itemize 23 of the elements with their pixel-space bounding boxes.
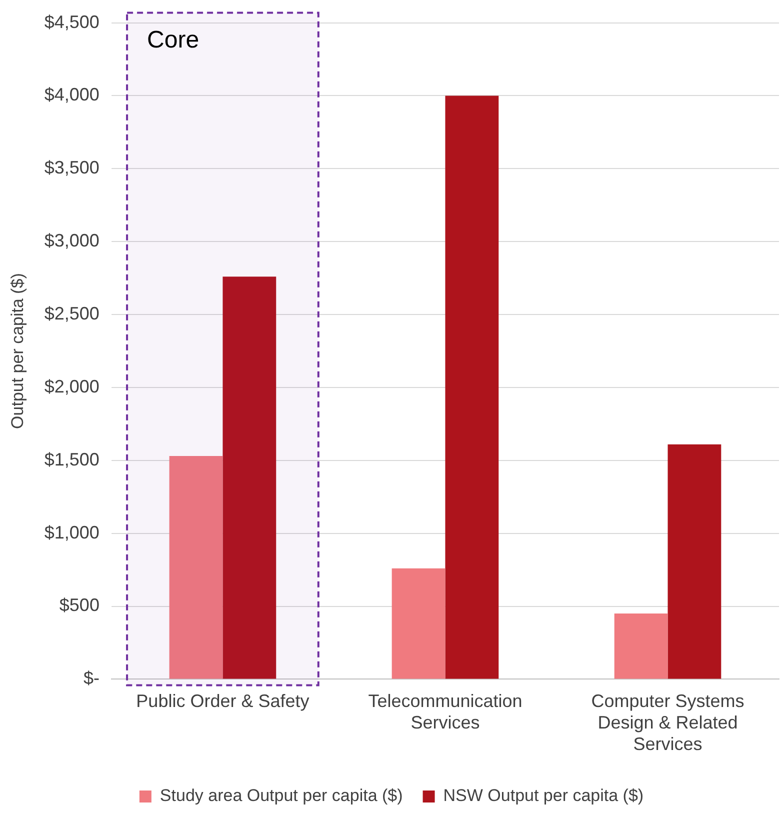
bar [169, 456, 223, 679]
x-tick-label: Telecommunication Services [368, 690, 522, 733]
y-tick-label: $4,000 [44, 84, 100, 105]
y-tick-label: $3,000 [44, 230, 100, 251]
y-tick-label: $1,000 [44, 522, 100, 542]
bar [392, 568, 446, 679]
y-tick-label: $3,500 [44, 158, 100, 178]
bar [668, 444, 722, 679]
y-tick-label: $2,500 [44, 304, 100, 324]
x-tick-label: Public Order & Safety [136, 690, 310, 711]
band-label: Core [147, 26, 200, 54]
y-axis-title: Output per capita ($) [8, 273, 27, 429]
y-tick-label: $- [83, 668, 100, 688]
y-tick-label: $1,500 [44, 449, 100, 470]
legend-label: NSW Output per capita ($) [443, 786, 644, 806]
bar [222, 276, 276, 679]
legend-label: Study area Output per capita ($) [160, 786, 403, 806]
y-tick-label: $4,500 [44, 12, 100, 32]
y-tick-label: $2,000 [44, 376, 100, 396]
bar [614, 614, 668, 679]
bar [445, 96, 499, 679]
x-tick-label: Computer Systems Design & Related Services [591, 690, 744, 754]
y-tick-label: $500 [59, 595, 100, 616]
